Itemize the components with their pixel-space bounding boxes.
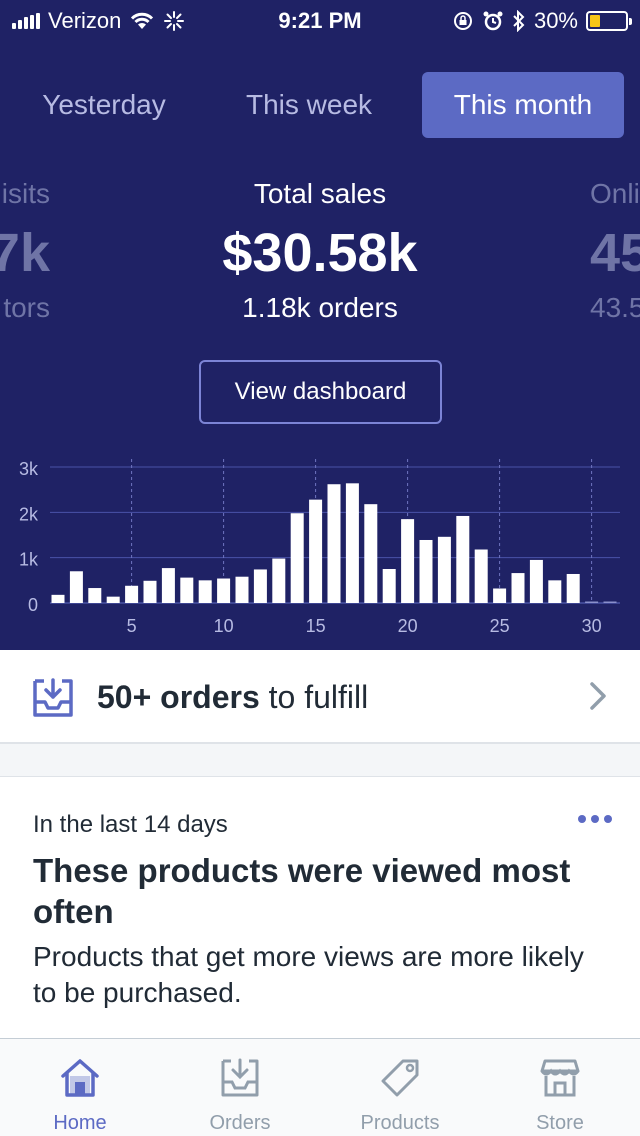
chart-bar xyxy=(198,580,212,603)
products-tag-icon xyxy=(381,1059,419,1097)
x-tick-label: 10 xyxy=(214,616,234,636)
home-icon xyxy=(61,1059,99,1097)
carrier-name: Verizon xyxy=(48,8,122,33)
chart-bar xyxy=(290,513,304,603)
metric-online-value: 45 xyxy=(590,223,640,283)
chart-bar xyxy=(529,559,543,603)
chart-bar xyxy=(585,601,599,603)
x-tick-label: 15 xyxy=(306,616,326,636)
chart-bar xyxy=(143,580,157,603)
metric-visits[interactable]: isits 7k tors xyxy=(0,178,50,324)
bottom-tab-bar: Home Orders Products Store xyxy=(0,1038,640,1136)
chart-bar xyxy=(419,539,433,603)
chart-bar xyxy=(106,596,120,603)
tab-home[interactable]: Home xyxy=(0,1039,160,1136)
orders-to-fulfill-suffix: to fulfill xyxy=(259,679,369,715)
tab-yesterday[interactable]: Yesterday xyxy=(42,89,166,120)
chevron-right-icon xyxy=(590,682,606,710)
orders-count: 50+ orders xyxy=(97,679,260,715)
chart-bar xyxy=(272,558,286,603)
x-tick-label: 30 xyxy=(582,616,602,636)
signal-icon xyxy=(12,13,40,29)
orders-to-fulfill-row[interactable]: 50+ orders to fulfill xyxy=(0,650,640,744)
y-tick-label: 2k xyxy=(19,504,39,524)
chart-bar xyxy=(548,580,562,603)
chart-bar xyxy=(566,573,580,603)
y-tick-label: 1k xyxy=(19,550,39,570)
alarm-icon xyxy=(483,11,503,31)
metric-online-sub: 43.5 xyxy=(590,292,640,323)
sales-bar-chart: 0 1k 2k 3k 5 10 15 20 25 30 xyxy=(19,459,620,636)
battery-percent: 30% xyxy=(533,8,578,33)
chart-bar xyxy=(401,519,415,603)
chart-bar xyxy=(161,568,175,603)
chart-bar xyxy=(309,499,323,603)
chart-bar xyxy=(180,577,194,603)
chart-bar xyxy=(69,571,83,603)
activity-spinner-icon xyxy=(164,11,185,31)
orders-to-fulfill-text: 50+ orders to fulfill xyxy=(97,650,368,744)
chart-bar xyxy=(511,573,525,603)
metric-online[interactable]: Onli 45 43.5 xyxy=(590,178,640,324)
tab-products[interactable]: Products xyxy=(320,1039,480,1136)
chart-bar xyxy=(88,588,102,603)
metric-total-sales[interactable]: Total sales $30.58k 1.18k orders xyxy=(160,178,480,324)
metric-visits-sub: tors xyxy=(3,292,50,323)
chart-bar xyxy=(345,483,359,603)
orders-inbox-icon xyxy=(33,678,73,717)
total-sales-value: $30.58k xyxy=(222,223,418,283)
y-tick-label: 3k xyxy=(19,459,39,479)
tab-home-label: Home xyxy=(53,1112,107,1134)
total-sales-label: Total sales xyxy=(253,178,387,209)
chart-bar xyxy=(474,549,488,603)
chart-bar xyxy=(437,536,451,603)
chart-bar xyxy=(456,515,470,603)
total-sales-orders: 1.18k orders xyxy=(242,292,398,323)
view-dashboard-button[interactable]: View dashboard xyxy=(199,360,442,424)
metric-online-label: Onli xyxy=(590,178,640,209)
chart-bar xyxy=(364,504,378,603)
x-tick-label: 20 xyxy=(398,616,418,636)
chart-bar xyxy=(235,576,249,603)
bluetooth-icon xyxy=(513,10,525,32)
metric-visits-label: isits xyxy=(1,178,50,209)
sales-header: Verizon 9:21 PM xyxy=(0,0,640,650)
chart-bar xyxy=(382,569,396,603)
x-tick-label: 5 xyxy=(127,616,137,636)
status-bar: Verizon 9:21 PM xyxy=(0,0,640,40)
tab-products-label: Products xyxy=(360,1112,440,1134)
more-options-icon[interactable] xyxy=(578,815,612,823)
tab-store[interactable]: Store xyxy=(480,1039,640,1136)
x-tick-label: 25 xyxy=(490,616,510,636)
tab-orders[interactable]: Orders xyxy=(160,1039,320,1136)
tab-orders-label: Orders xyxy=(209,1112,271,1134)
tab-store-label: Store xyxy=(536,1112,584,1134)
battery-icon xyxy=(586,11,632,31)
chart-bar xyxy=(603,601,617,603)
card-description: Products that get more views are more li… xyxy=(33,941,584,1008)
card-eyebrow: In the last 14 days xyxy=(33,811,228,838)
chart-bar xyxy=(253,569,267,603)
y-tick-label: 0 xyxy=(28,595,38,615)
chart-bar xyxy=(327,484,341,603)
store-icon xyxy=(540,1059,580,1097)
chart-bar xyxy=(51,594,65,603)
orders-icon xyxy=(221,1058,259,1097)
metric-visits-value: 7k xyxy=(0,223,50,283)
clock-time: 9:21 PM xyxy=(278,8,362,33)
tab-this-month[interactable]: This month xyxy=(422,72,624,138)
orientation-lock-icon xyxy=(453,12,472,30)
tab-this-week[interactable]: This week xyxy=(245,89,373,120)
wifi-icon xyxy=(131,12,154,29)
most-viewed-products-card: In the last 14 days These products were … xyxy=(0,776,640,1038)
chart-bar xyxy=(217,578,231,603)
chart-bar xyxy=(125,585,139,603)
card-title: These products were viewed most often xyxy=(33,852,571,930)
chart-bar xyxy=(493,588,507,603)
